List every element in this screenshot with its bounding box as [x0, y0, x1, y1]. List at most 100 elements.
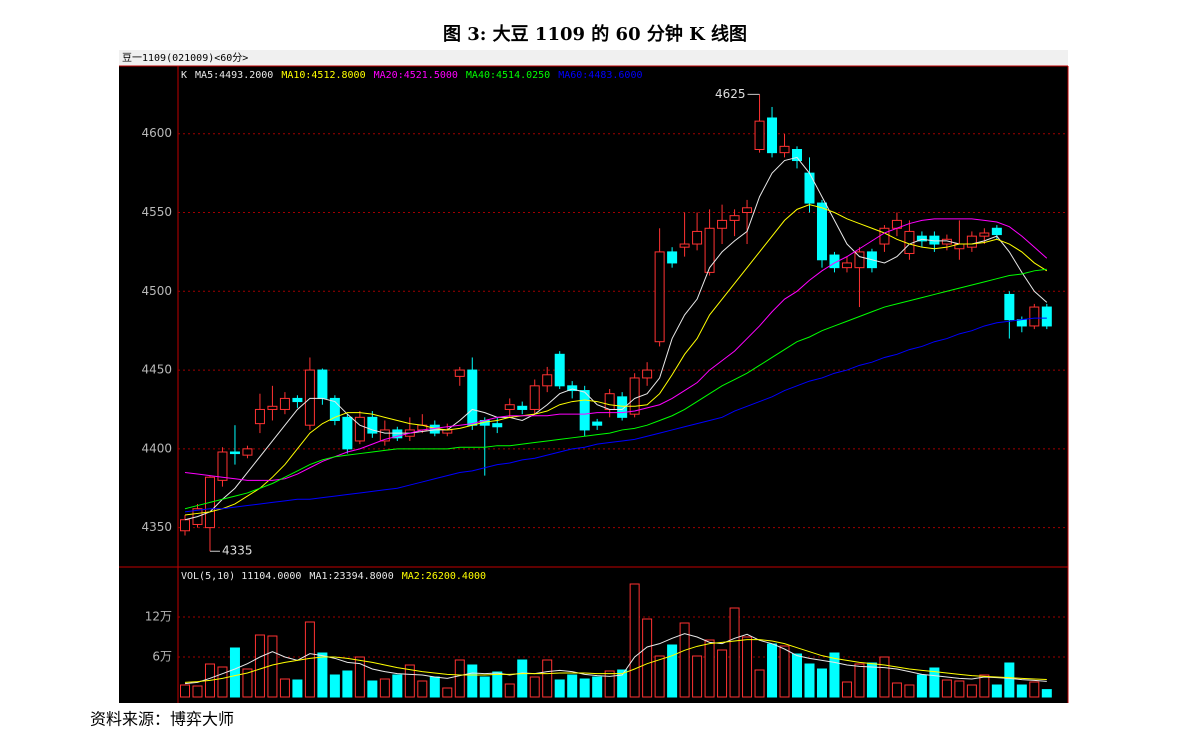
- candle-body: [804, 172, 815, 204]
- volume-bar: [292, 679, 303, 698]
- legend-entry: MA10:4512.8000: [281, 70, 365, 81]
- y-tick-label: 4550: [141, 205, 172, 219]
- volume-bar: [467, 664, 478, 698]
- volume-bar: [991, 684, 1002, 698]
- volume-bar: [304, 621, 315, 698]
- candle-body: [991, 227, 1002, 236]
- annotation: 4625: [715, 87, 746, 101]
- volume-bar: [704, 639, 715, 698]
- volume-bar: [242, 668, 253, 698]
- ma-line: [184, 639, 1047, 683]
- candle-body: [354, 416, 365, 442]
- legend-entry: MA40:4514.0250: [466, 70, 550, 81]
- volume-bar: [629, 583, 640, 698]
- candle-body: [379, 429, 390, 442]
- volume-bar: [492, 671, 503, 698]
- candle-body: [492, 423, 503, 428]
- volume-bar: [804, 663, 815, 698]
- candle-body: [792, 149, 803, 162]
- volume-bar: [979, 674, 990, 698]
- candle-body: [617, 396, 628, 418]
- candle-body: [1016, 319, 1027, 327]
- volume-bar: [592, 676, 603, 698]
- volume-bar: [329, 674, 340, 698]
- candle-body: [554, 353, 565, 387]
- candle-body: [816, 202, 827, 261]
- volume-bar: [354, 656, 365, 698]
- volume-bar: [929, 667, 940, 698]
- volume-bar: [429, 676, 440, 698]
- candle-body: [1029, 306, 1040, 327]
- volume-bar: [779, 645, 790, 698]
- volume-bar: [841, 681, 852, 698]
- candle-body: [454, 369, 465, 377]
- volume-bar: [754, 669, 765, 698]
- volume-bar: [717, 649, 728, 698]
- volume-bar: [1004, 662, 1015, 698]
- candle-body: [604, 393, 615, 410]
- volume-bar: [1041, 689, 1052, 698]
- figure-title: 图 3: 大豆 1109 的 60 分钟 K 线图: [443, 23, 747, 45]
- candle-body: [329, 397, 340, 421]
- candle-body: [854, 251, 865, 269]
- volume-bar: [692, 655, 703, 698]
- candle-body: [254, 408, 265, 425]
- candle-body: [267, 405, 278, 410]
- volume-bar: [954, 680, 965, 698]
- ma-line: [184, 218, 1048, 481]
- candle-body: [504, 404, 515, 410]
- y-tick-label: 4600: [141, 126, 172, 140]
- header-strip: [119, 50, 1068, 66]
- candle-body: [841, 262, 852, 269]
- candle-body: [829, 254, 840, 269]
- volume-bar: [792, 653, 803, 698]
- candle-body: [767, 117, 778, 154]
- candle-body: [742, 207, 753, 214]
- candle-body: [317, 369, 328, 399]
- candle-body: [979, 232, 990, 237]
- volume-bar: [916, 674, 927, 698]
- candle-body: [217, 451, 228, 481]
- candle-body: [229, 451, 240, 455]
- candle-body: [392, 429, 403, 439]
- candle-body: [242, 448, 253, 456]
- source-note: 资料来源：博弈大师: [90, 710, 234, 729]
- candle-body: [367, 416, 378, 434]
- candle-body: [642, 369, 653, 379]
- candle-body: [180, 519, 190, 532]
- legend-entry: MA60:4483.6000: [558, 70, 642, 81]
- volume-bar: [404, 664, 415, 698]
- volume-bar: [879, 656, 890, 698]
- chart-panel: [119, 50, 1068, 703]
- volume-bar: [829, 652, 840, 698]
- volume-bar: [567, 674, 578, 698]
- y-tick-label: 12万: [145, 610, 172, 624]
- volume-bar: [579, 678, 590, 698]
- volume-bar: [941, 679, 952, 698]
- ma-line: [184, 156, 1048, 521]
- candle-body: [517, 405, 528, 410]
- volume-bar: [554, 679, 565, 698]
- legend-entry: MA1:23394.8000: [309, 571, 393, 582]
- candle-body: [667, 251, 678, 264]
- candle-body: [704, 227, 715, 273]
- legend-entry: MA2:26200.4000: [402, 571, 486, 582]
- volume-bar: [854, 663, 865, 698]
- candle-body: [654, 251, 665, 343]
- volume-bar: [317, 652, 328, 698]
- volume-bar: [417, 680, 428, 698]
- volume-bar: [742, 636, 753, 698]
- candle-body: [592, 421, 603, 426]
- volume-bar: [342, 670, 353, 698]
- candle-body: [579, 390, 590, 431]
- volume-bar: [816, 668, 827, 698]
- candle-body: [629, 377, 640, 415]
- volume-bar: [617, 669, 628, 698]
- ma-line: [184, 317, 1047, 513]
- candle-body: [879, 227, 890, 245]
- candle-body: [567, 385, 578, 392]
- ma-line: [184, 204, 1048, 516]
- candle-body: [292, 397, 303, 403]
- volume-bar: [1029, 681, 1040, 698]
